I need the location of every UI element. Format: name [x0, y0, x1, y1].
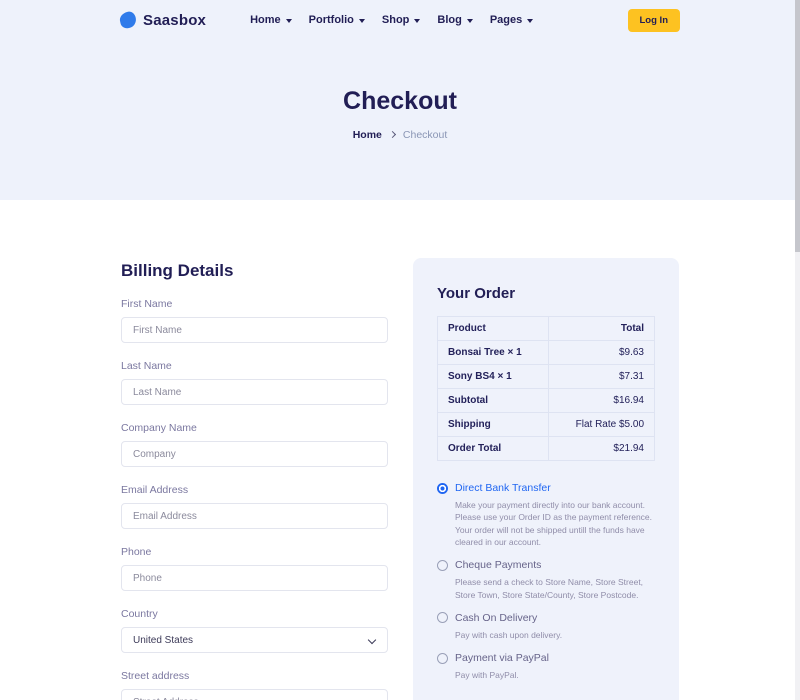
nav-label: Shop: [381, 14, 410, 26]
payment-method-label: Cheque Payments: [455, 559, 542, 572]
order-table: Product Total Bonsai Tree × 1 $9.63 Sony…: [437, 316, 656, 461]
radio-icon[interactable]: [437, 612, 448, 624]
last-name-input[interactable]: [121, 379, 388, 405]
radio-icon[interactable]: [437, 559, 448, 571]
billing-details-form: Billing Details First Name Last Name Com…: [121, 258, 388, 700]
nav-label: Portfolio: [308, 14, 354, 26]
subtotal-value: $16.94: [547, 388, 656, 413]
nav-item-home[interactable]: Home: [250, 14, 292, 26]
payment-method-label: Cash On Delivery: [455, 611, 538, 624]
top-section: Saasbox Home Portfolio Shop Blog Pages: [0, 0, 800, 200]
subtotal-label: Subtotal: [437, 388, 549, 413]
product-total: $9.63: [547, 340, 656, 365]
chevron-down-icon: [466, 18, 473, 23]
country-selected-value: United States: [133, 634, 194, 646]
order-total-label: Order Total: [437, 436, 549, 461]
order-total-value: $21.94: [547, 436, 656, 461]
breadcrumb-current: Checkout: [402, 129, 448, 141]
site-header: Saasbox Home Portfolio Shop Blog Pages: [0, 0, 800, 40]
radio-selected-icon[interactable]: [437, 482, 448, 494]
payment-method-desc: Pay with PayPal.: [455, 670, 519, 681]
logo-blob-icon: [118, 10, 138, 30]
product-name: Bonsai Tree × 1: [437, 340, 549, 365]
country-select[interactable]: United States: [121, 627, 388, 653]
payment-methods: Direct Bank Transfer Make your payment d…: [437, 482, 655, 682]
col-header-product: Product: [437, 316, 549, 341]
product-total: $7.31: [547, 364, 656, 389]
street-address-field-group: Street address: [121, 670, 388, 700]
breadcrumb-home-link[interactable]: Home: [352, 129, 382, 141]
company-name-field-group: Company Name: [121, 422, 388, 467]
payment-method-paypal: Payment via PayPal Pay with PayPal.: [437, 652, 655, 681]
page-title: Checkout: [343, 87, 457, 115]
company-name-label: Company Name: [121, 422, 197, 434]
payment-method-cash-on-delivery: Cash On Delivery Pay with cash upon deli…: [437, 612, 655, 641]
payment-method-direct-bank-transfer: Direct Bank Transfer Make your payment d…: [437, 482, 655, 548]
payment-method-option[interactable]: Cash On Delivery: [437, 612, 655, 624]
phone-input[interactable]: [121, 565, 388, 591]
email-input[interactable]: [121, 503, 388, 529]
phone-label: Phone: [121, 546, 152, 558]
logo-text: Saasbox: [143, 11, 207, 29]
payment-method-desc: Please send a check to Store Name, Store…: [455, 577, 644, 600]
chevron-right-icon: [388, 130, 396, 139]
country-field-group: Country United States: [121, 608, 388, 653]
scrollbar-thumb[interactable]: [795, 0, 800, 252]
checkout-content: Billing Details First Name Last Name Com…: [121, 258, 679, 700]
first-name-label: First Name: [121, 298, 173, 310]
order-heading: Your Order: [437, 285, 516, 302]
col-header-total: Total: [547, 316, 656, 341]
payment-method-cheque-payments: Cheque Payments Please send a check to S…: [437, 559, 655, 601]
chevron-down-icon: [285, 18, 292, 23]
chevron-down-icon: [367, 635, 377, 645]
saasbox-logo[interactable]: Saasbox: [118, 10, 207, 30]
table-row: Bonsai Tree × 1 $9.63: [437, 340, 656, 365]
table-row: Subtotal $16.94: [437, 388, 656, 413]
product-name: Sony BS4 × 1: [437, 364, 549, 389]
main-nav: Home Portfolio Shop Blog Pages: [250, 14, 534, 26]
chevron-down-icon: [414, 18, 421, 23]
nav-label: Home: [250, 14, 281, 26]
nav-item-blog[interactable]: Blog: [437, 14, 473, 26]
table-row: Sony BS4 × 1 $7.31: [437, 364, 656, 389]
company-input[interactable]: [121, 441, 388, 467]
payment-method-label: Payment via PayPal: [455, 652, 549, 665]
order-summary-panel: Your Order Product Total Bonsai Tree × 1…: [413, 258, 679, 700]
country-label: Country: [121, 608, 158, 620]
nav-label: Pages: [489, 14, 523, 26]
nav-item-shop[interactable]: Shop: [382, 14, 421, 26]
nav-item-portfolio[interactable]: Portfolio: [309, 14, 365, 26]
shipping-label: Shipping: [437, 412, 549, 437]
chevron-down-icon: [358, 18, 365, 23]
table-row: Shipping Flat Rate $5.00: [437, 412, 656, 437]
first-name-field-group: First Name: [121, 298, 388, 343]
last-name-label: Last Name: [121, 360, 172, 372]
first-name-input[interactable]: [121, 317, 388, 343]
breadcrumb: Home Checkout: [0, 129, 800, 141]
table-row: Order Total $21.94: [437, 436, 656, 461]
last-name-field-group: Last Name: [121, 360, 388, 405]
radio-icon[interactable]: [437, 652, 448, 664]
chevron-down-icon: [527, 18, 534, 23]
order-table-header-row: Product Total: [437, 316, 656, 341]
email-field-group: Email Address: [121, 484, 388, 529]
payment-method-label: Direct Bank Transfer: [455, 482, 551, 494]
shipping-value: Flat Rate $5.00: [547, 412, 656, 437]
nav-label: Blog: [437, 14, 462, 26]
payment-method-option[interactable]: Cheque Payments: [437, 559, 655, 571]
payment-method-desc: Make your payment directly into our bank…: [455, 500, 653, 547]
street-address-label: Street address: [121, 670, 190, 682]
street-address-input[interactable]: [121, 689, 388, 700]
nav-item-pages[interactable]: Pages: [489, 14, 534, 26]
payment-method-desc: Pay with cash upon delivery.: [455, 629, 563, 640]
payment-method-option[interactable]: Payment via PayPal: [437, 652, 655, 664]
phone-field-group: Phone: [121, 546, 388, 591]
login-button[interactable]: Log In: [627, 8, 680, 32]
billing-details-heading: Billing Details: [121, 261, 234, 280]
email-label: Email Address: [121, 484, 189, 496]
scrollbar[interactable]: [795, 0, 800, 700]
payment-method-option[interactable]: Direct Bank Transfer: [437, 482, 655, 494]
page-hero: Checkout Home Checkout: [0, 40, 800, 141]
